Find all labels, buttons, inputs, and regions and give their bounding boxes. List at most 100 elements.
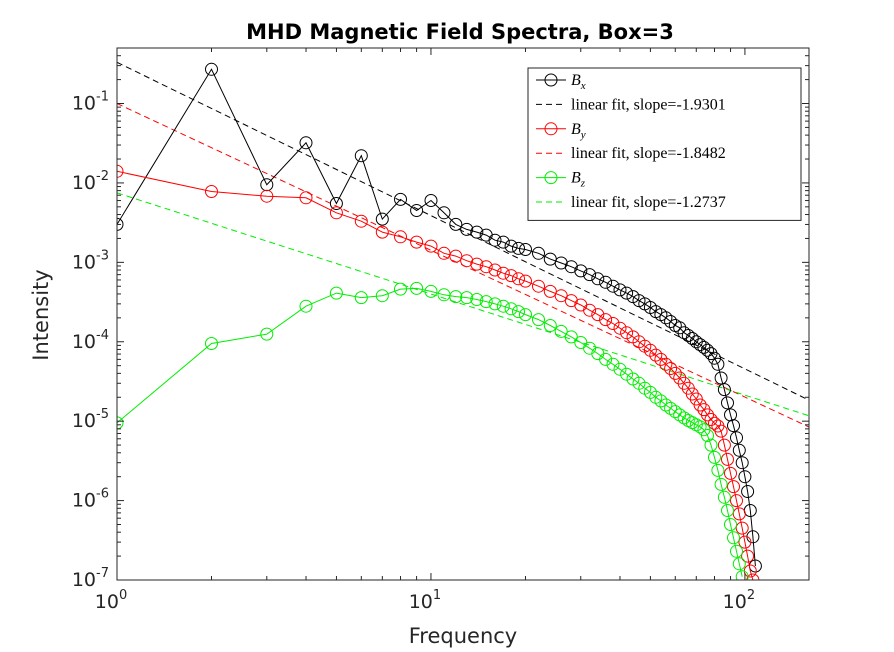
legend-series-label-z: Bz <box>571 170 586 190</box>
x-axis-title: Frequency <box>409 624 518 648</box>
legend-subscript: y <box>580 129 586 141</box>
y-tick-base: 10 <box>72 93 96 115</box>
data-point-z-47 <box>701 429 714 442</box>
x-tick-base: 10 <box>723 591 747 613</box>
legend-fit-label-2: linear fit, slope=-1.2737 <box>571 194 726 211</box>
data-point-y-52 <box>717 438 731 452</box>
data-point-x-55 <box>727 419 740 433</box>
legend-symbol: B <box>571 170 581 187</box>
y-tick-label-5: 10-6 <box>72 487 109 512</box>
y-tick-exponent: -1 <box>96 90 109 105</box>
y-tick-exponent: -6 <box>96 487 109 502</box>
data-point-z-11 <box>449 290 463 304</box>
data-point-y-27 <box>599 313 613 327</box>
data-point-y-36 <box>654 352 668 366</box>
data-point-x-38 <box>664 315 678 328</box>
legend: Bx linear fit, slope=-1.9301 By linear fit,… <box>527 67 802 221</box>
data-point-z-15 <box>488 297 502 311</box>
x-tick-label-2: 102 <box>723 588 755 613</box>
data-point-y-30 <box>620 326 634 340</box>
data-point-x-26 <box>591 272 605 286</box>
legend-series-marker-y <box>544 122 558 136</box>
data-point-x-10 <box>437 206 451 220</box>
data-point-x-56 <box>730 431 743 445</box>
data-point-z-19 <box>519 308 532 322</box>
data-point-z-22 <box>554 324 568 338</box>
data-point-y-21 <box>543 284 557 298</box>
data-point-z-48 <box>704 438 718 452</box>
data-point-x-5 <box>354 149 368 163</box>
y-tick-exponent: -4 <box>96 328 109 343</box>
y-tick-exponent: -2 <box>96 169 109 184</box>
data-point-y-37 <box>659 357 673 371</box>
data-point-y-28 <box>606 317 620 330</box>
data-point-z-2 <box>260 327 274 341</box>
data-point-y-15 <box>488 263 502 277</box>
data-point-x-20 <box>532 246 545 260</box>
data-point-y-12 <box>460 254 474 268</box>
data-point-x-30 <box>620 286 634 300</box>
x-tick-base: 10 <box>409 591 433 613</box>
data-point-x-29 <box>613 283 627 297</box>
series-line-z <box>117 287 743 577</box>
data-point-z-17 <box>504 302 518 316</box>
data-point-z-7 <box>394 282 407 296</box>
data-point-z-9 <box>424 284 438 298</box>
data-point-x-19 <box>519 243 532 256</box>
data-layer <box>117 61 809 580</box>
legend-box <box>527 67 802 221</box>
data-point-y-19 <box>519 274 532 288</box>
data-point-z-53 <box>721 504 734 517</box>
data-point-y-59 <box>738 535 752 549</box>
data-point-z-30 <box>620 367 634 381</box>
legend-series-marker-z <box>544 171 558 185</box>
y-tick-base: 10 <box>72 490 96 512</box>
data-point-y-47 <box>701 408 714 422</box>
data-point-y-35 <box>649 348 663 362</box>
data-point-y-62 <box>746 573 760 580</box>
x-tick-exponent: 1 <box>433 588 441 603</box>
legend-symbol: B <box>571 72 581 89</box>
y-tick-label-3: 10-4 <box>72 328 109 353</box>
x-tick-label-1: 101 <box>409 588 441 613</box>
data-point-y-13 <box>470 257 484 271</box>
data-point-y-11 <box>449 249 463 263</box>
data-point-x-6 <box>375 212 389 226</box>
data-point-y-8 <box>410 235 424 249</box>
data-point-x-48 <box>704 347 718 361</box>
y-tick-base: 10 <box>72 251 96 273</box>
data-point-z-5 <box>354 291 368 305</box>
data-point-y-1 <box>205 185 218 198</box>
data-point-z-52 <box>717 490 731 504</box>
data-point-y-51 <box>714 424 728 438</box>
data-point-z-16 <box>496 299 510 313</box>
data-point-y-53 <box>721 452 734 466</box>
data-point-z-39 <box>668 405 682 419</box>
y-axis-title: Intensity <box>29 269 53 360</box>
series-line-y <box>117 170 754 580</box>
x-tick-base: 10 <box>95 591 119 613</box>
data-point-x-25 <box>583 268 597 282</box>
data-point-x-59 <box>738 470 752 484</box>
data-point-y-20 <box>532 279 545 293</box>
data-point-z-58 <box>735 570 749 580</box>
data-point-x-16 <box>496 235 510 249</box>
data-point-z-45 <box>693 420 707 434</box>
y-tick-label-1: 10-2 <box>72 169 109 194</box>
y-tick-label-6: 10-7 <box>72 566 109 591</box>
legend-symbol: B <box>571 121 581 138</box>
data-point-x-51 <box>714 371 728 385</box>
data-point-y-5 <box>354 214 368 228</box>
data-point-y-41 <box>677 376 691 390</box>
y-tick-base: 10 <box>72 569 96 591</box>
data-point-z-51 <box>714 477 728 491</box>
data-point-y-60 <box>741 549 755 563</box>
x-tick-exponent: 2 <box>747 588 755 603</box>
data-point-x-11 <box>449 217 463 231</box>
data-point-x-3 <box>299 136 313 150</box>
legend-subscript: z <box>580 178 586 190</box>
axes-box <box>116 47 810 581</box>
data-point-y-26 <box>591 308 605 322</box>
